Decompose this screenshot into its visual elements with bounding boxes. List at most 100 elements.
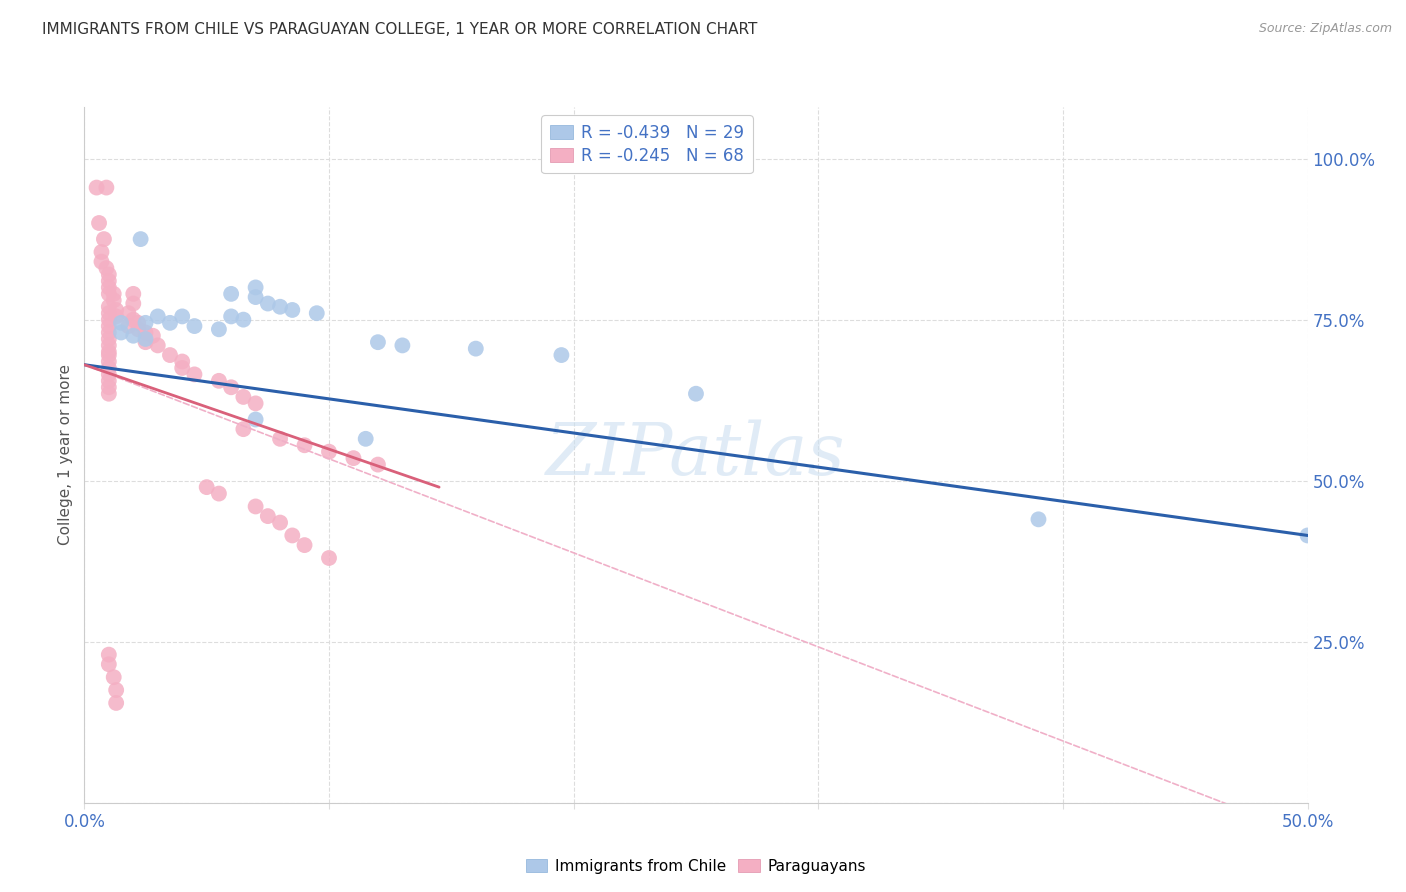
- Point: [122, 312, 145, 326]
- Point: [183, 319, 205, 334]
- Legend: Immigrants from Chile, Paraguayans: Immigrants from Chile, Paraguayans: [520, 853, 872, 880]
- Point: [294, 538, 316, 552]
- Point: [172, 354, 194, 368]
- Point: [97, 354, 120, 368]
- Point: [245, 290, 267, 304]
- Point: [208, 486, 231, 500]
- Point: [257, 296, 280, 310]
- Point: [105, 310, 128, 324]
- Point: [97, 338, 120, 352]
- Point: [172, 360, 194, 375]
- Point: [103, 286, 125, 301]
- Point: [245, 396, 267, 410]
- Point: [105, 696, 128, 710]
- Point: [159, 348, 181, 362]
- Point: [1028, 512, 1050, 526]
- Point: [146, 338, 169, 352]
- Point: [183, 368, 205, 382]
- Point: [219, 286, 242, 301]
- Point: [87, 216, 110, 230]
- Point: [103, 293, 125, 308]
- Point: [281, 303, 304, 318]
- Text: ZIPatlas: ZIPatlas: [546, 419, 846, 491]
- Point: [159, 316, 181, 330]
- Point: [97, 657, 120, 672]
- Point: [96, 180, 118, 194]
- Point: [122, 296, 145, 310]
- Point: [103, 670, 125, 684]
- Point: [135, 326, 157, 340]
- Point: [90, 254, 112, 268]
- Point: [269, 432, 291, 446]
- Point: [97, 319, 120, 334]
- Point: [97, 348, 120, 362]
- Point: [464, 342, 486, 356]
- Point: [354, 432, 377, 446]
- Point: [208, 374, 231, 388]
- Point: [97, 300, 120, 314]
- Point: [195, 480, 218, 494]
- Point: [110, 326, 132, 340]
- Point: [117, 306, 139, 320]
- Point: [219, 310, 242, 324]
- Point: [97, 386, 120, 401]
- Point: [232, 312, 254, 326]
- Point: [305, 306, 328, 320]
- Text: IMMIGRANTS FROM CHILE VS PARAGUAYAN COLLEGE, 1 YEAR OR MORE CORRELATION CHART: IMMIGRANTS FROM CHILE VS PARAGUAYAN COLL…: [42, 22, 758, 37]
- Point: [245, 280, 267, 294]
- Point: [122, 328, 145, 343]
- Point: [93, 232, 115, 246]
- Point: [97, 374, 120, 388]
- Legend: R = -0.439   N = 29, R = -0.245   N = 68: R = -0.439 N = 29, R = -0.245 N = 68: [541, 115, 752, 173]
- Point: [97, 360, 120, 375]
- Point: [96, 261, 118, 276]
- Point: [172, 310, 194, 324]
- Point: [97, 648, 120, 662]
- Point: [97, 380, 120, 394]
- Point: [97, 332, 120, 346]
- Text: Source: ZipAtlas.com: Source: ZipAtlas.com: [1258, 22, 1392, 36]
- Point: [97, 274, 120, 288]
- Point: [97, 326, 120, 340]
- Point: [105, 303, 128, 318]
- Point: [97, 368, 120, 382]
- Point: [122, 286, 145, 301]
- Point: [232, 422, 254, 436]
- Point: [219, 380, 242, 394]
- Point: [117, 319, 139, 334]
- Point: [142, 328, 165, 343]
- Point: [135, 332, 157, 346]
- Point: [97, 306, 120, 320]
- Point: [342, 451, 364, 466]
- Point: [318, 551, 340, 566]
- Point: [97, 312, 120, 326]
- Point: [245, 500, 267, 514]
- Point: [281, 528, 304, 542]
- Y-axis label: College, 1 year or more: College, 1 year or more: [58, 365, 73, 545]
- Point: [1296, 528, 1319, 542]
- Point: [208, 322, 231, 336]
- Point: [135, 335, 157, 350]
- Point: [232, 390, 254, 404]
- Point: [127, 322, 149, 336]
- Point: [135, 316, 157, 330]
- Point: [294, 438, 316, 452]
- Point: [257, 509, 280, 524]
- Point: [685, 386, 707, 401]
- Point: [318, 444, 340, 458]
- Point: [269, 516, 291, 530]
- Point: [129, 232, 152, 246]
- Point: [97, 268, 120, 282]
- Point: [110, 316, 132, 330]
- Point: [86, 180, 108, 194]
- Point: [367, 458, 389, 472]
- Point: [245, 412, 267, 426]
- Point: [391, 338, 413, 352]
- Point: [90, 244, 112, 259]
- Point: [97, 286, 120, 301]
- Point: [97, 344, 120, 359]
- Point: [269, 300, 291, 314]
- Point: [97, 280, 120, 294]
- Point: [105, 683, 128, 698]
- Point: [127, 316, 149, 330]
